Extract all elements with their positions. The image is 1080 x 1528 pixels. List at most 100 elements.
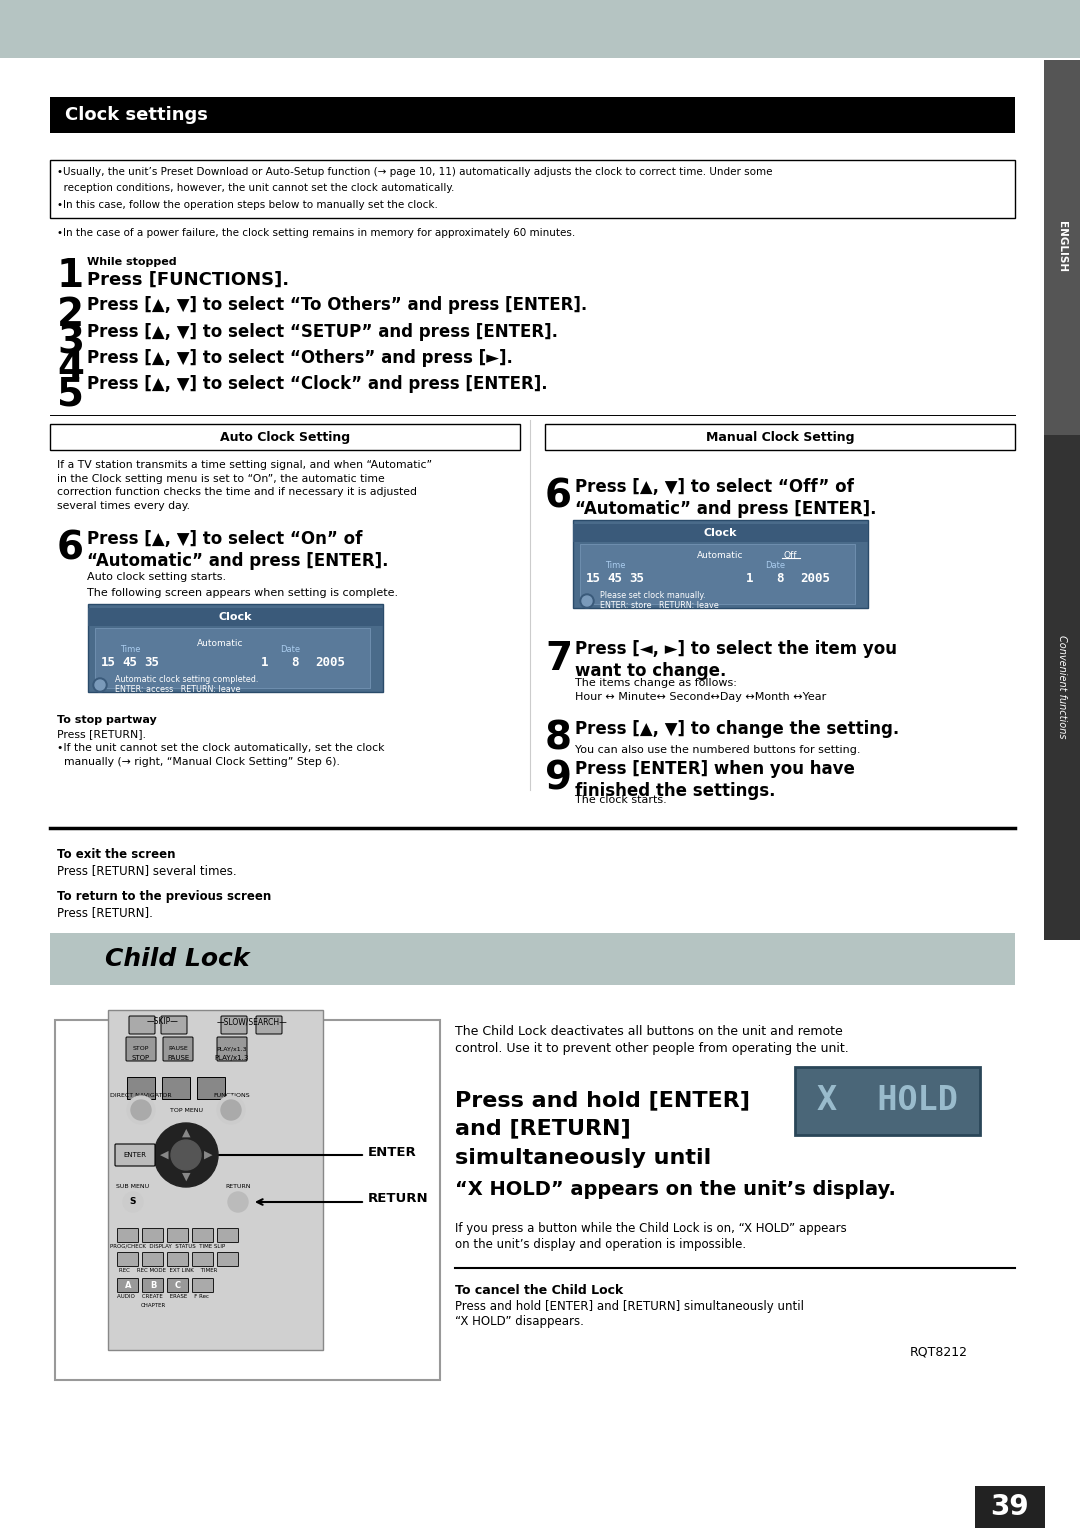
Text: and [RETURN]: and [RETURN] [455,1118,631,1138]
Text: Time: Time [605,561,625,570]
Bar [50,423,519,451]
Text: •If the unit cannot set the clock automatically, set the clock: •If the unit cannot set the clock automa… [57,743,384,753]
Text: •Usually, the unit’s Preset Download or Auto-Setup function (→ page 10, 11) auto: •Usually, the unit’s Preset Download or … [57,167,772,177]
Text: The Child Lock deactivates all buttons on the unit and remote: The Child Lock deactivates all buttons o… [455,1025,842,1038]
Text: To stop partway: To stop partway [57,715,157,724]
Text: Automatic: Automatic [197,639,243,648]
Text: 35: 35 [630,571,645,585]
FancyBboxPatch shape [217,1038,247,1060]
Text: SUB MENU: SUB MENU [117,1184,149,1189]
Text: ▶: ▶ [204,1151,213,1160]
Text: The clock starts.: The clock starts. [575,795,666,805]
Text: PAUSE: PAUSE [167,1054,189,1060]
Text: ENTER: ENTER [368,1146,417,1158]
Bar [162,1077,190,1099]
Text: Automatic: Automatic [697,550,743,559]
FancyBboxPatch shape [217,1253,239,1267]
Text: 2005: 2005 [800,571,831,585]
Text: Press [◄, ►] to select the item you
want to change.: Press [◄, ►] to select the item you want… [575,640,897,680]
FancyBboxPatch shape [163,1038,193,1060]
Text: ◀: ◀ [160,1151,168,1160]
Text: X  HOLD: X HOLD [816,1085,958,1117]
Text: Please set clock manually.: Please set clock manually. [600,591,705,601]
Bar [87,604,383,692]
Text: PROG/CHECK  DISPLAY  STATUS  TIME SLIP: PROG/CHECK DISPLAY STATUS TIME SLIP [110,1244,226,1248]
FancyBboxPatch shape [118,1279,138,1293]
Text: Automatic clock setting completed.: Automatic clock setting completed. [114,675,258,685]
Bar [975,1487,1045,1528]
Text: ▲: ▲ [181,1128,190,1138]
Text: reception conditions, however, the unit cannot set the clock automatically.: reception conditions, however, the unit … [57,183,455,193]
FancyBboxPatch shape [167,1229,189,1242]
FancyBboxPatch shape [143,1253,163,1267]
Text: The following screen appears when setting is complete.: The following screen appears when settin… [87,588,399,597]
Text: While stopped: While stopped [87,257,177,267]
Text: —SKIP—: —SKIP— [147,1018,179,1027]
Text: 7: 7 [545,640,572,678]
Bar [87,608,383,626]
Text: A: A [125,1282,132,1291]
Text: AUDIO    CREATE    ERASE    F Rec: AUDIO CREATE ERASE F Rec [117,1294,210,1299]
Text: To cancel the Child Lock: To cancel the Child Lock [455,1284,623,1297]
Text: TOP MENU: TOP MENU [170,1108,203,1112]
Text: 1: 1 [57,257,84,295]
Circle shape [582,596,592,607]
Text: 3: 3 [57,322,84,361]
Text: Press [RETURN].: Press [RETURN]. [57,729,146,740]
Text: Press and hold [ENTER]: Press and hold [ENTER] [455,1089,750,1109]
Text: S: S [130,1198,136,1207]
FancyBboxPatch shape [118,1229,138,1242]
Bar [197,1077,225,1099]
Text: simultaneously until: simultaneously until [455,1148,712,1167]
Text: Press [RETURN].: Press [RETURN]. [57,906,153,918]
FancyBboxPatch shape [221,1016,247,1034]
Text: 15: 15 [585,571,600,585]
Circle shape [123,1192,143,1212]
Bar [545,423,1015,451]
Text: PAUSE: PAUSE [168,1047,188,1051]
Text: “X HOLD” appears on the unit’s display.: “X HOLD” appears on the unit’s display. [455,1180,896,1199]
Text: Time: Time [120,645,140,654]
FancyBboxPatch shape [192,1279,214,1293]
Bar [573,520,868,608]
Text: 1: 1 [261,657,269,669]
FancyBboxPatch shape [126,1038,156,1060]
Text: on the unit’s display and operation is impossible.: on the unit’s display and operation is i… [455,1238,746,1251]
Text: To return to the previous screen: To return to the previous screen [57,889,271,903]
Bar [50,934,1015,986]
Text: Clock settings: Clock settings [65,105,207,124]
Text: manually (→ right, “Manual Clock Setting” Step 6).: manually (→ right, “Manual Clock Setting… [57,756,340,767]
Text: Off: Off [783,550,797,559]
Text: ENTER: ENTER [123,1152,147,1158]
Text: C: C [175,1282,181,1291]
Text: Press [▲, ▼] to select “Clock” and press [ENTER].: Press [▲, ▼] to select “Clock” and press… [87,374,548,393]
Text: RETURN: RETURN [368,1192,429,1206]
Text: Press [RETURN] several times.: Press [RETURN] several times. [57,863,237,877]
Text: Auto Clock Setting: Auto Clock Setting [220,431,350,443]
Text: Auto clock setting starts.: Auto clock setting starts. [87,571,226,582]
FancyBboxPatch shape [118,1253,138,1267]
Circle shape [580,594,594,608]
Text: The items change as follows:: The items change as follows: [575,678,737,688]
Text: B: B [150,1282,157,1291]
Bar [1044,435,1080,940]
Text: PLAY/x1.3: PLAY/x1.3 [215,1054,249,1060]
Text: Manual Clock Setting: Manual Clock Setting [705,431,854,443]
Text: Press [▲, ▼] to select “On” of
“Automatic” and press [ENTER].: Press [▲, ▼] to select “On” of “Automati… [87,530,389,570]
Text: Press [▲, ▼] to change the setting.: Press [▲, ▼] to change the setting. [575,720,900,738]
Text: Clock: Clock [218,613,252,622]
Text: REC    REC MODE  EXT LINK    TIMER: REC REC MODE EXT LINK TIMER [119,1268,217,1273]
Text: —SLOW/SEARCH—: —SLOW/SEARCH— [217,1018,287,1027]
Text: ENTER: access   RETURN: leave: ENTER: access RETURN: leave [114,686,241,695]
Circle shape [93,678,107,692]
Bar [95,628,370,688]
Text: Date: Date [765,561,785,570]
Text: RQT8212: RQT8212 [910,1346,968,1358]
Bar [1044,60,1080,435]
Text: If you press a button while the Child Lock is on, “X HOLD” appears: If you press a button while the Child Lo… [455,1222,847,1235]
Text: ENGLISH: ENGLISH [1057,222,1067,272]
Circle shape [171,1140,201,1170]
Circle shape [131,1100,151,1120]
Text: Press [▲, ▼] to select “Off” of
“Automatic” and press [ENTER].: Press [▲, ▼] to select “Off” of “Automat… [575,478,877,518]
Text: FUNCTIONS: FUNCTIONS [214,1093,251,1099]
